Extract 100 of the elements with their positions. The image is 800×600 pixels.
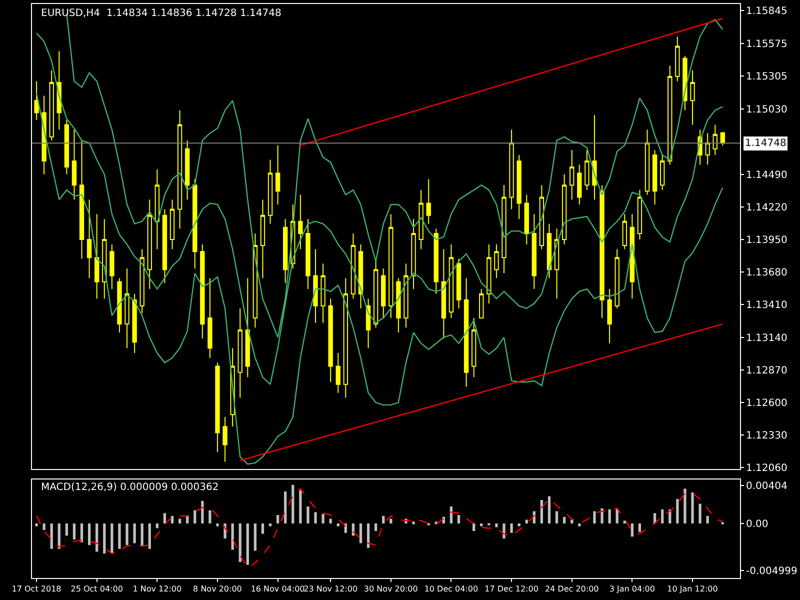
candlestick [79,140,84,260]
candlestick [464,278,469,388]
bar [292,484,294,524]
candlestick [34,80,39,120]
candlestick [592,114,597,200]
bar [593,511,596,524]
candlestick [381,268,386,318]
y-tick-label: 1.12600 [746,398,788,410]
bar [623,520,626,524]
bar [480,523,483,526]
y-tick-label: -0.004999 [746,566,798,577]
y-tick-label: 1.12870 [746,365,788,376]
candlestick [675,36,680,82]
candlestick [260,199,266,279]
bar [72,523,76,540]
y-tick-label: 1.15305 [746,71,788,82]
bar [126,523,128,546]
x-tick-label: 8 Nov 20:00 [193,584,242,594]
candlestick [494,244,499,279]
bar [216,523,219,526]
x-tick-label: 30 Nov 20:00 [364,584,418,594]
chart-title: EURUSD,H4 1.14834 1.14836 1.14728 1.14748 [41,8,282,19]
candlestick [532,214,537,290]
candlestick [245,278,250,378]
bar [186,516,189,524]
candlestick [577,164,582,205]
bar [548,496,551,524]
x-tick-label: 23 Nov 12:00 [304,584,358,594]
candlestick [644,129,650,196]
candlestick [275,144,280,205]
candlestick [49,70,54,141]
bar [608,509,611,524]
y-tick-label: 0.00 [746,518,768,530]
bar [366,523,370,548]
ref-line-label: 1.14748 [745,138,786,149]
y-tick-label: 1.14220 [746,202,788,214]
candlestick [426,178,431,224]
y-tick-label: 1.12060 [746,463,788,474]
bar [600,508,604,524]
bar [630,523,634,537]
bar [525,520,528,524]
candlestick [282,218,288,284]
y-tick-label: 1.13140 [746,332,788,344]
bar [65,523,68,536]
bar [502,523,506,539]
bar [238,523,242,562]
bar [374,523,378,531]
candlestick [554,228,560,300]
bar [268,523,272,526]
candlestick [448,244,454,318]
bar [706,516,709,524]
bar [359,523,362,544]
x-tick-label: 17 Oct 2018 [12,584,62,594]
y-tick-label: 1.15845 [746,6,788,18]
bar [156,523,158,528]
candlestick [668,65,672,166]
candlestick [411,218,416,290]
candlestick [117,278,122,333]
bar [306,506,310,524]
x-tick-label: 24 Dec 20:00 [544,584,599,594]
bar [510,523,513,533]
bar [518,523,520,526]
candlestick [268,159,273,224]
y-tick-label: 1.13680 [746,268,788,279]
bar [140,523,144,546]
candlestick [614,248,620,309]
candlestick [140,248,144,314]
bar [684,488,686,524]
candlestick [184,140,190,200]
candlestick [516,154,522,220]
candlestick [509,129,514,210]
bar [170,516,174,524]
candlestick [64,119,70,175]
bar [80,523,84,542]
bar [570,520,574,524]
bar [208,510,212,524]
bar [382,516,385,524]
bar [314,512,317,524]
candlestick [570,150,574,200]
candlestick [238,308,242,398]
candlestick [502,184,506,274]
bar [148,523,151,549]
candlestick [456,258,462,309]
chart-title: MACD(12,26,9) 0.000009 0.000362 [41,482,219,493]
candlestick [154,168,160,250]
bar [472,523,476,531]
bar [698,504,702,524]
candlestick [132,293,137,354]
candlestick [600,184,604,318]
candlestick [222,416,228,462]
candlestick [607,288,612,344]
candlestick [471,317,476,378]
bar [495,523,498,528]
candlestick [110,244,114,290]
bar [231,523,234,550]
candlestick [546,223,552,279]
y-tick-label: 1.12330 [746,430,788,442]
candlestick [690,70,695,126]
bar [457,515,460,524]
bar [412,522,415,524]
